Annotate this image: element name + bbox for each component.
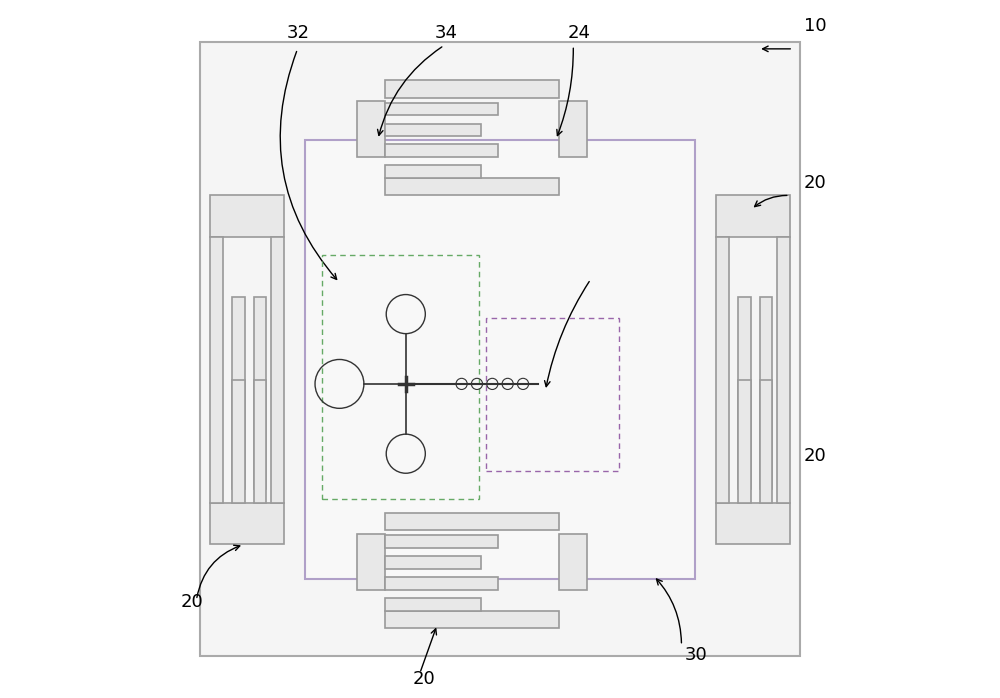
FancyBboxPatch shape bbox=[559, 534, 587, 590]
FancyBboxPatch shape bbox=[385, 611, 559, 628]
FancyBboxPatch shape bbox=[357, 534, 385, 590]
FancyBboxPatch shape bbox=[271, 237, 284, 503]
Text: 32: 32 bbox=[287, 24, 310, 43]
FancyBboxPatch shape bbox=[232, 297, 245, 489]
FancyBboxPatch shape bbox=[760, 380, 772, 503]
FancyBboxPatch shape bbox=[385, 165, 481, 178]
FancyBboxPatch shape bbox=[385, 124, 481, 136]
FancyBboxPatch shape bbox=[385, 80, 559, 98]
FancyBboxPatch shape bbox=[716, 195, 790, 237]
FancyBboxPatch shape bbox=[200, 42, 800, 656]
FancyBboxPatch shape bbox=[760, 297, 772, 489]
FancyBboxPatch shape bbox=[357, 101, 385, 157]
FancyBboxPatch shape bbox=[305, 140, 695, 579]
FancyBboxPatch shape bbox=[738, 380, 751, 503]
FancyBboxPatch shape bbox=[385, 103, 498, 115]
FancyBboxPatch shape bbox=[385, 556, 481, 569]
FancyBboxPatch shape bbox=[385, 598, 481, 611]
FancyBboxPatch shape bbox=[385, 535, 498, 548]
FancyBboxPatch shape bbox=[385, 577, 498, 590]
FancyBboxPatch shape bbox=[777, 237, 790, 503]
Text: 34: 34 bbox=[435, 24, 458, 43]
FancyBboxPatch shape bbox=[254, 297, 266, 489]
FancyBboxPatch shape bbox=[385, 513, 559, 530]
FancyBboxPatch shape bbox=[738, 297, 751, 489]
FancyBboxPatch shape bbox=[254, 380, 266, 503]
Text: 10: 10 bbox=[804, 17, 826, 36]
Text: 20: 20 bbox=[180, 593, 203, 611]
Text: 20: 20 bbox=[804, 174, 826, 193]
FancyBboxPatch shape bbox=[716, 237, 729, 503]
FancyBboxPatch shape bbox=[385, 178, 559, 195]
FancyBboxPatch shape bbox=[210, 195, 284, 237]
FancyBboxPatch shape bbox=[716, 503, 790, 544]
Text: 20: 20 bbox=[413, 670, 436, 688]
Text: 30: 30 bbox=[685, 646, 708, 664]
Text: 20: 20 bbox=[804, 447, 826, 465]
Text: 24: 24 bbox=[568, 24, 591, 43]
FancyBboxPatch shape bbox=[210, 503, 284, 544]
FancyBboxPatch shape bbox=[385, 144, 498, 157]
FancyBboxPatch shape bbox=[210, 237, 223, 503]
FancyBboxPatch shape bbox=[232, 380, 245, 503]
FancyBboxPatch shape bbox=[559, 101, 587, 157]
